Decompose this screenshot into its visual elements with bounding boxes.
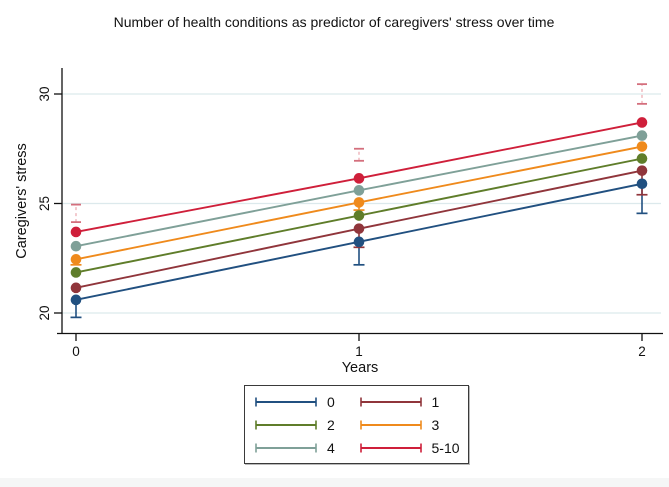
point-1-x1 bbox=[353, 223, 365, 234]
legend-key-line-3 bbox=[358, 418, 424, 432]
legend-key-line-2 bbox=[253, 418, 319, 432]
x-axis-title: Years bbox=[342, 360, 379, 376]
point-5-10-x2 bbox=[636, 117, 648, 128]
point-0-x1 bbox=[353, 236, 365, 248]
point-1-x0 bbox=[70, 282, 82, 294]
point-3-x0 bbox=[70, 254, 82, 265]
legend-label-5: 5-10 bbox=[431, 439, 460, 456]
point-3-x2 bbox=[636, 141, 648, 152]
point-5-10-x0 bbox=[70, 226, 82, 238]
legend-item-0: 0 bbox=[253, 393, 358, 411]
point-3-x1 bbox=[353, 197, 365, 208]
chart-title: Number of health conditions as predictor… bbox=[114, 14, 555, 30]
point-1-x2 bbox=[636, 165, 648, 176]
legend-item-1: 1 bbox=[358, 393, 463, 411]
bottom-margin-strip bbox=[0, 478, 669, 487]
legend-label-0: 0 bbox=[327, 393, 335, 410]
point-0-x2 bbox=[636, 178, 648, 190]
x-tick-label-1: 1 bbox=[355, 344, 363, 359]
y-tick-label-20: 20 bbox=[37, 305, 52, 320]
legend-key-line-5 bbox=[358, 441, 424, 455]
y-axis-title: Caregivers' stress bbox=[14, 143, 30, 259]
legend-item-5: 5-10 bbox=[358, 439, 463, 457]
point-2-x0 bbox=[70, 267, 82, 278]
x-tick-label-0: 0 bbox=[72, 344, 80, 359]
y-tick-label-30: 30 bbox=[37, 86, 52, 101]
legend-label-1: 1 bbox=[431, 393, 440, 410]
point-4-x1 bbox=[353, 185, 365, 196]
legend-label-2: 2 bbox=[327, 416, 335, 433]
legend-item-2: 2 bbox=[253, 416, 358, 434]
legend-label-4: 4 bbox=[327, 439, 335, 456]
point-4-x2 bbox=[636, 130, 648, 141]
plot-area: 20 25 30 0 1 2 bbox=[37, 68, 663, 359]
legend: 0 1 2 3 4 bbox=[244, 385, 469, 464]
point-4-x0 bbox=[70, 240, 82, 252]
point-2-x2 bbox=[636, 153, 648, 164]
x-tick-label-2: 2 bbox=[638, 344, 646, 359]
legend-label-3: 3 bbox=[431, 416, 440, 433]
legend-key-line-0 bbox=[253, 395, 319, 409]
legend-key-line-4 bbox=[253, 441, 319, 455]
legend-item-3: 3 bbox=[358, 416, 463, 434]
y-tick-label-25: 25 bbox=[37, 196, 52, 211]
point-0-x0 bbox=[70, 294, 82, 306]
point-2-x1 bbox=[353, 210, 365, 221]
point-5-10-x1 bbox=[353, 173, 365, 184]
legend-item-4: 4 bbox=[253, 439, 358, 457]
legend-key-line-1 bbox=[358, 395, 424, 409]
